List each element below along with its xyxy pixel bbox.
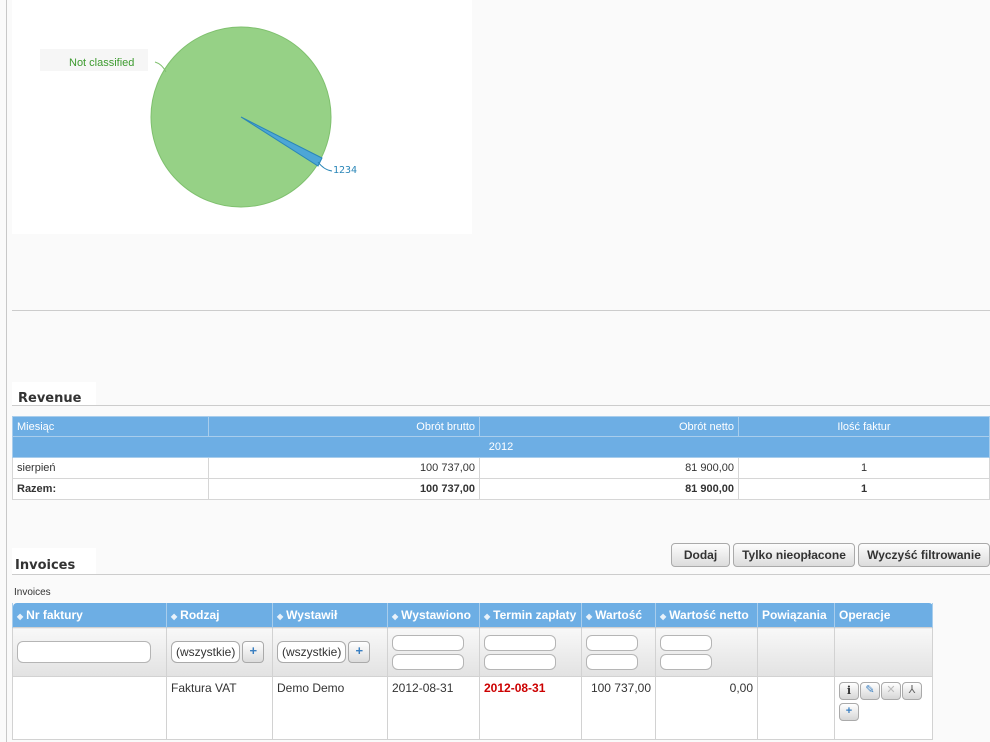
pie-chart (150, 26, 333, 208)
filter-wartosc-from-input[interactable] (586, 634, 638, 651)
clear-filter-button[interactable]: Wyczyść filtrowanie (858, 543, 990, 567)
revenue-net: 81 900,00 (479, 457, 739, 479)
filter-cell-wystawil: (wszystkie) + (272, 627, 388, 677)
revenue-col-net[interactable]: Obrót netto (479, 416, 739, 437)
divider (12, 310, 990, 311)
table-row[interactable]: Faktura VAT Demo Demo 2012-08-31 2012-08… (12, 676, 933, 740)
sort-icon: ◆ (586, 612, 593, 621)
left-border (6, 0, 7, 742)
add-related-icon[interactable]: + (839, 703, 859, 721)
revenue-col-count[interactable]: Ilość faktur (738, 416, 990, 437)
add-button[interactable]: Dodaj (671, 543, 730, 567)
revenue-total-row: Razem: 100 737,00 81 900,00 1 (12, 478, 990, 500)
filter-cell-powiazania (757, 627, 835, 677)
filter-cell-wartosc (581, 627, 656, 677)
filter-cell-operacje (834, 627, 933, 677)
revenue-total-gross: 100 737,00 (208, 478, 480, 500)
sort-icon: ◆ (484, 612, 491, 621)
invoices-title: Invoices (15, 558, 76, 573)
pie-label-not-classified: Not classified (69, 57, 135, 69)
revenue-month: sierpień (12, 457, 209, 479)
col-wartosc[interactable]: ◆ Wartość (581, 603, 656, 628)
revenue-title-pad (12, 382, 96, 406)
revenue-total-count: 1 (738, 478, 990, 500)
revenue-gross: 100 737,00 (208, 457, 480, 479)
cell-wystawiono: 2012-08-31 (387, 676, 480, 740)
revenue-col-gross[interactable]: Obrót brutto (208, 416, 480, 437)
edit-icon[interactable]: ✎ (860, 682, 880, 700)
cell-rodzaj: Faktura VAT (166, 676, 273, 740)
filter-cell-termin (479, 627, 582, 677)
col-wystawil[interactable]: ◆ Wystawił (272, 603, 388, 628)
filter-row: (wszystkie) + (wszystkie) + (12, 627, 933, 677)
revenue-title: Revenue (18, 391, 82, 406)
cell-termin-zaplaty: 2012-08-31 (479, 676, 582, 740)
delete-icon[interactable]: ✕ (881, 682, 901, 700)
pie-leader-not-classified (154, 61, 167, 73)
filter-wystawiono-from-input[interactable] (392, 634, 464, 651)
revenue-table: Miesiąc Obrót brutto Obrót netto Ilość f… (12, 416, 990, 500)
invoices-subtitle: Invoices (14, 587, 51, 598)
table-row: sierpień 100 737,00 81 900,00 1 (12, 457, 990, 479)
sort-icon: ◆ (277, 612, 284, 621)
revenue-total-label: Razem: (12, 478, 209, 500)
filter-netto-to-input[interactable] (660, 653, 712, 670)
filter-wystawiono-to-input[interactable] (392, 653, 464, 670)
invoices-title-pad (12, 548, 96, 574)
revenue-divider (12, 405, 990, 406)
revenue-total-net: 81 900,00 (479, 478, 739, 500)
invoices-header-row: ◆ Nr faktury ◆ Rodzaj ◆ Wystawił ◆ Wystawion… (12, 603, 933, 628)
filter-termin-to-input[interactable] (484, 653, 556, 670)
sort-icon: ◆ (17, 612, 24, 621)
filter-rodzaj-select[interactable]: (wszystkie) (171, 641, 241, 663)
filter-wystawil-select[interactable]: (wszystkie) (277, 641, 347, 663)
filter-cell-rodzaj: (wszystkie) + (166, 627, 273, 677)
col-rodzaj[interactable]: ◆ Rodzaj (166, 603, 273, 628)
col-powiazania[interactable]: Powiązania (757, 603, 835, 628)
filter-termin-from-input[interactable] (484, 634, 556, 651)
revenue-col-month[interactable]: Miesiąc (12, 416, 209, 437)
revenue-count: 1 (738, 457, 990, 479)
revenue-year: 2012 (12, 436, 990, 458)
sort-icon: ◆ (660, 612, 667, 621)
unpaid-only-button[interactable]: Tylko nieopłacone (733, 543, 855, 567)
cell-nr-faktury (12, 676, 167, 740)
col-operacje[interactable]: Operacje (834, 603, 933, 628)
col-termin-zaplaty[interactable]: ◆ Termin zapłaty (479, 603, 582, 628)
filter-cell-wystawiono (387, 627, 480, 677)
add-wystawil-button[interactable]: + (348, 641, 371, 663)
filter-wartosc-to-input[interactable] (586, 653, 638, 670)
info-icon[interactable]: i (839, 682, 859, 700)
add-rodzaj-button[interactable]: + (242, 641, 265, 663)
pie-label-background (40, 49, 148, 71)
filter-cell-netto (655, 627, 758, 677)
revenue-header-row: Miesiąc Obrót brutto Obrót netto Ilość f… (12, 416, 990, 437)
cell-wartosc-netto: 0,00 (655, 676, 758, 740)
revenue-year-row: 2012 (12, 436, 990, 458)
pie-leader-1234 (317, 161, 333, 172)
cell-operacje: i ✎ ✕ ⅄ + (834, 676, 933, 740)
sort-icon: ◆ (171, 612, 178, 621)
col-wystawiono[interactable]: ◆ Wystawiono (387, 603, 480, 628)
cell-powiazania (757, 676, 835, 740)
invoices-table: ◆ Nr faktury ◆ Rodzaj ◆ Wystawił ◆ Wystawion… (12, 603, 933, 740)
invoices-divider (12, 574, 990, 575)
filter-nr-faktury-input[interactable] (17, 641, 151, 663)
filter-cell-nr (12, 627, 167, 677)
pie-label-1234: 1234 (333, 165, 358, 176)
col-nr-faktury[interactable]: ◆ Nr faktury (12, 603, 167, 628)
cell-wystawil: Demo Demo (272, 676, 388, 740)
col-wartosc-netto[interactable]: ◆ Wartość netto (655, 603, 758, 628)
pdf-icon[interactable]: ⅄ (902, 682, 922, 700)
filter-netto-from-input[interactable] (660, 634, 712, 651)
cell-wartosc: 100 737,00 (581, 676, 656, 740)
sort-icon: ◆ (392, 612, 399, 621)
pie-slice-1234[interactable] (240, 116, 323, 167)
